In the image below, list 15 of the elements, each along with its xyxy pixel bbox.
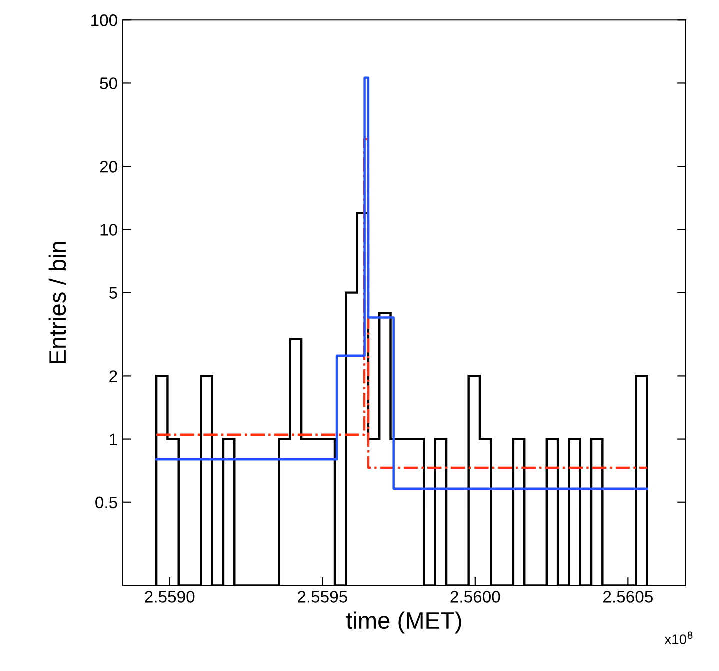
text: x10$^{8}$	[664, 632, 693, 644]
x-tick-label: 2.5590	[145, 591, 195, 603]
y-axis-title: Entries / bin	[48, 242, 66, 364]
y-tick-label: 0.5	[96, 496, 118, 509]
y-tick-label: 10	[100, 224, 118, 236]
x-axis-title: time (MET)	[346, 612, 462, 634]
x-tick-label: 2.5595	[298, 591, 348, 603]
y-tick-label: 2	[110, 370, 118, 382]
y-tick-label: 1	[110, 434, 118, 446]
y-tick-label: 5	[109, 287, 118, 300]
y-tick-label: 100	[92, 14, 118, 26]
y-tick-label: 50	[100, 78, 118, 90]
x-tick-label: 2.5600	[450, 591, 500, 603]
y-tick-label: 20	[100, 161, 118, 173]
x-tick-label: 2.5605	[604, 591, 653, 603]
